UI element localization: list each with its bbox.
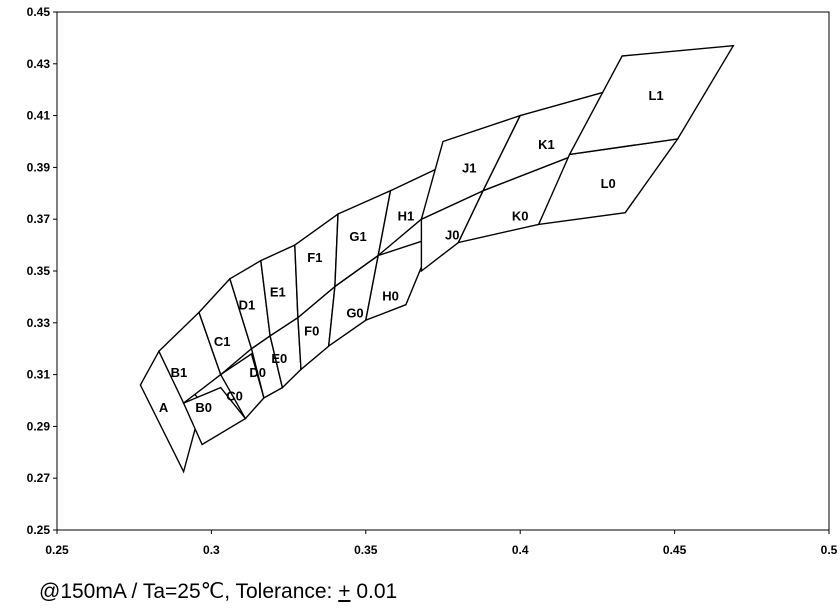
x-tick-label: 0.35 [354,543,378,557]
bin-region-h0 [364,236,435,322]
bin-label-g1: G1 [349,229,366,244]
x-tick-label: 0.5 [821,543,838,557]
y-tick-label: 0.33 [27,316,51,330]
x-tick-label: 0.4 [512,543,529,557]
bin-label-d1: D1 [239,298,256,313]
bin-label-h0: H0 [382,289,399,304]
bin-label-l1: L1 [648,88,663,103]
bin-label-e0: E0 [271,351,287,366]
bin-label-c1: C1 [214,334,231,349]
bin-label-c0: C0 [226,388,243,403]
y-tick-label: 0.39 [27,160,51,174]
bin-label-g0: G0 [346,305,363,320]
y-tick-label: 0.25 [27,523,51,537]
y-tick-label: 0.35 [27,264,51,278]
bin-label-f0: F0 [304,324,319,339]
x-tick-label: 0.45 [663,543,687,557]
x-tick-label: 0.25 [45,543,69,557]
plot-area [56,11,830,531]
bin-label-l0: L0 [601,176,616,191]
footnote-prefix: @150mA / Ta=25℃, Tolerance: [39,580,339,603]
bin-regions: A B0 B1 C0 C1 D0 D1 E0 E1 F0 F1 G0 G1 H0 H1 J0 J1 K0 K1 L0 L… [139,44,735,474]
bin-label-k0: K0 [512,208,529,223]
bin-label-e1: E1 [270,285,286,300]
bin-label-f1: F1 [307,250,322,265]
bin-label-b0: B0 [195,400,212,415]
y-tick-label: 0.43 [27,57,51,71]
bin-label-d0: D0 [249,365,266,380]
y-tick-label: 0.37 [27,212,51,226]
x-tick-label: 0.3 [203,543,220,557]
bin-label-h1: H1 [398,208,415,223]
y-tick-label: 0.27 [27,471,51,485]
bin-label-k1: K1 [538,137,555,152]
bin-label-j1: J1 [462,160,476,175]
bin-label-b1: B1 [171,365,188,380]
footnote-suffix: 0.01 [350,580,398,603]
y-tick-label: 0.29 [27,419,51,433]
y-tick-label: 0.31 [27,368,51,382]
bin-label-j0: J0 [445,228,459,243]
y-axis: 0.25 0.27 0.29 0.31 0.33 0.35 0.37 0.39 0.41 0.43… [27,5,57,537]
bin-label-a: A [159,400,169,415]
test-condition-note: @150mA / Ta=25℃, Tolerance: + 0.01 [39,579,397,604]
x-axis: 0.25 0.3 0.35 0.4 0.45 0.5 [45,530,838,557]
y-tick-label: 0.41 [27,109,51,123]
plus-minus-sign: + [338,580,351,603]
y-tick-label: 0.45 [27,5,51,19]
bin-region-l1 [568,44,735,156]
